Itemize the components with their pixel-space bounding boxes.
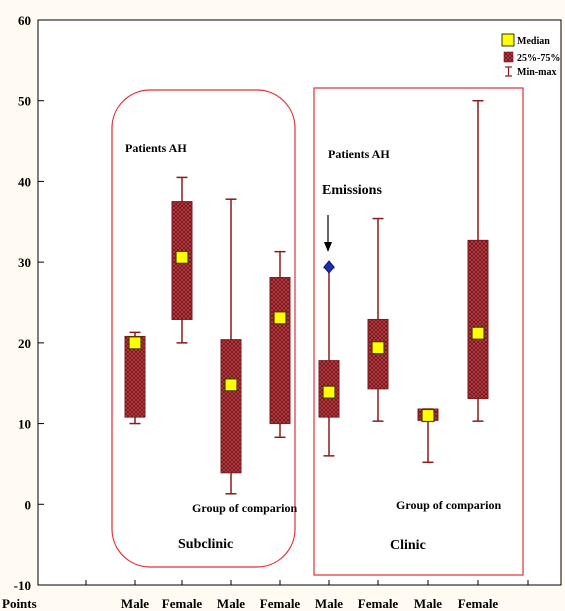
y-tick-label: 0 bbox=[25, 497, 32, 512]
y-tick-label: 10 bbox=[18, 417, 31, 432]
clinic-label-top: Patients AH bbox=[328, 147, 390, 161]
box-4 bbox=[269, 250, 291, 439]
box-2 bbox=[171, 176, 193, 344]
box-1 bbox=[124, 331, 146, 425]
legend: Median 25%-75% Min-max bbox=[501, 33, 560, 78]
y-tick-label: 30 bbox=[18, 255, 31, 270]
median-marker bbox=[128, 336, 142, 350]
subclinic-label-bottom: Group of comparion bbox=[192, 501, 297, 515]
median-marker bbox=[421, 408, 435, 423]
clinic-label-emissions: Emissions bbox=[322, 183, 382, 198]
median-marker bbox=[273, 311, 287, 325]
y-tick-label: 20 bbox=[18, 336, 31, 351]
iqr-box bbox=[467, 239, 489, 400]
x-axis: Male Female Male Female Male Female Male Female bbox=[37, 580, 529, 611]
x-category-label: Male bbox=[315, 596, 343, 611]
legend-iqr-label: 25%-75% bbox=[517, 53, 560, 64]
box-7 bbox=[417, 408, 439, 464]
median-marker bbox=[322, 385, 336, 399]
legend-minmax-swatch bbox=[505, 66, 512, 77]
box-3 bbox=[220, 198, 242, 495]
median-marker bbox=[175, 250, 189, 264]
y-tick-label: 60 bbox=[18, 13, 31, 28]
y-tick-label: -10 bbox=[14, 578, 31, 593]
legend-median-swatch bbox=[501, 33, 515, 47]
x-category-label: Female bbox=[260, 596, 301, 611]
x-category-label: Female bbox=[358, 596, 399, 611]
x-axis-title: Points bbox=[2, 596, 37, 611]
subclinic-group-name: Subclinic bbox=[178, 537, 233, 552]
y-tick-label: 40 bbox=[18, 174, 31, 189]
x-category-label: Male bbox=[217, 596, 245, 611]
boxes-layer bbox=[124, 99, 489, 495]
median-marker bbox=[471, 326, 485, 340]
box-6 bbox=[367, 217, 389, 422]
x-category-label: Female bbox=[162, 596, 203, 611]
y-axis: -10 0 10 20 30 40 50 60 bbox=[14, 13, 44, 593]
group-clinic-outline bbox=[313, 87, 524, 576]
median-marker bbox=[224, 378, 238, 392]
legend-median-label: Median bbox=[517, 36, 550, 47]
x-category-label: Female bbox=[458, 596, 499, 611]
box-5 bbox=[318, 267, 340, 457]
box-8 bbox=[467, 99, 489, 422]
x-category-label: Male bbox=[414, 596, 442, 611]
median-marker bbox=[371, 341, 385, 355]
group-subclinic-outline bbox=[111, 89, 296, 568]
emissions-arrow-icon bbox=[324, 215, 332, 252]
y-tick-label: 50 bbox=[18, 94, 31, 109]
subclinic-label-top: Patients AH bbox=[125, 141, 187, 155]
clinic-label-bottom: Group of comparion bbox=[396, 498, 501, 512]
iqr-box bbox=[220, 339, 242, 474]
legend-minmax-label: Min-max bbox=[517, 67, 556, 78]
clinic-group-name: Clinic bbox=[390, 538, 426, 553]
legend-iqr-swatch bbox=[503, 51, 514, 63]
iqr-box bbox=[269, 276, 291, 425]
x-category-label: Male bbox=[121, 596, 149, 611]
outlier-point bbox=[323, 260, 335, 274]
